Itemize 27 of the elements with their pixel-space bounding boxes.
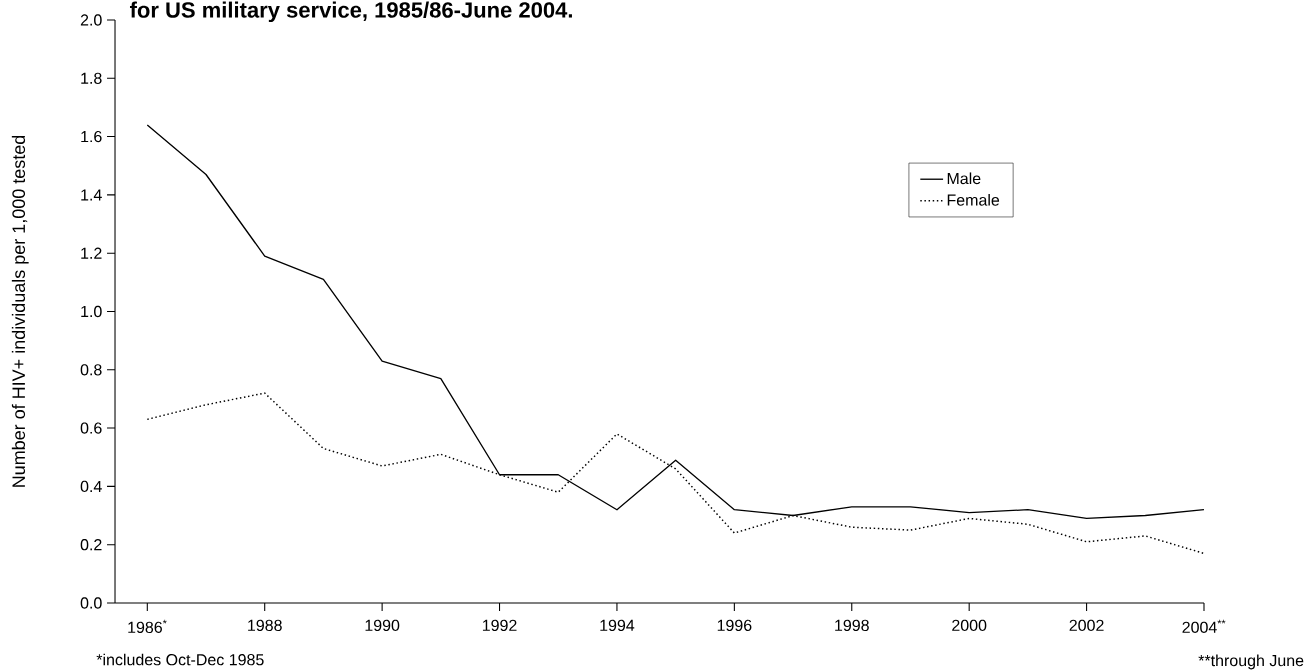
x-tick-label: 1998	[835, 619, 869, 632]
x-tick-label: 2000	[952, 619, 987, 632]
y-tick-label: 1.0	[81, 305, 102, 318]
chart-title: for US military service, 1985/86-June 2004.	[129, 1, 572, 23]
y-tick-label: 0.8	[80, 364, 102, 376]
x-tick-label: 1992	[482, 619, 517, 632]
y-tick-label: 0.0	[80, 597, 102, 609]
x-tick-label: 1990	[365, 619, 400, 632]
y-axis-title: Number of HIV+ individuals per 1,000 tested	[11, 135, 29, 487]
text: *includes Oct-Dec 1985	[96, 653, 264, 666]
x-tick-label: 1996	[717, 619, 752, 632]
y-tick-label: 0.6	[80, 422, 102, 434]
x-tick-label: 2004$^{**}$	[1182, 619, 1226, 633]
y-tick-label: 1.2	[81, 247, 102, 259]
x-tick-label: 1988	[248, 619, 282, 632]
x-tick-label: 1986$^{*}$	[128, 619, 167, 633]
legend-label: Male	[947, 172, 981, 185]
y-tick-label: 2.0	[80, 14, 102, 26]
y-tick-label: 0.2	[80, 539, 102, 551]
x-tick-label: 2002	[1069, 619, 1104, 632]
y-tick-label: 1.8	[81, 72, 102, 84]
text: **through June	[1198, 654, 1304, 670]
x-tick-label: 1994	[600, 619, 635, 632]
y-tick-label: 0.4	[80, 480, 102, 493]
y-tick-label: 1.6	[81, 130, 102, 143]
legend-label: Female	[947, 194, 1000, 206]
y-tick-label: 1.4	[81, 189, 102, 201]
